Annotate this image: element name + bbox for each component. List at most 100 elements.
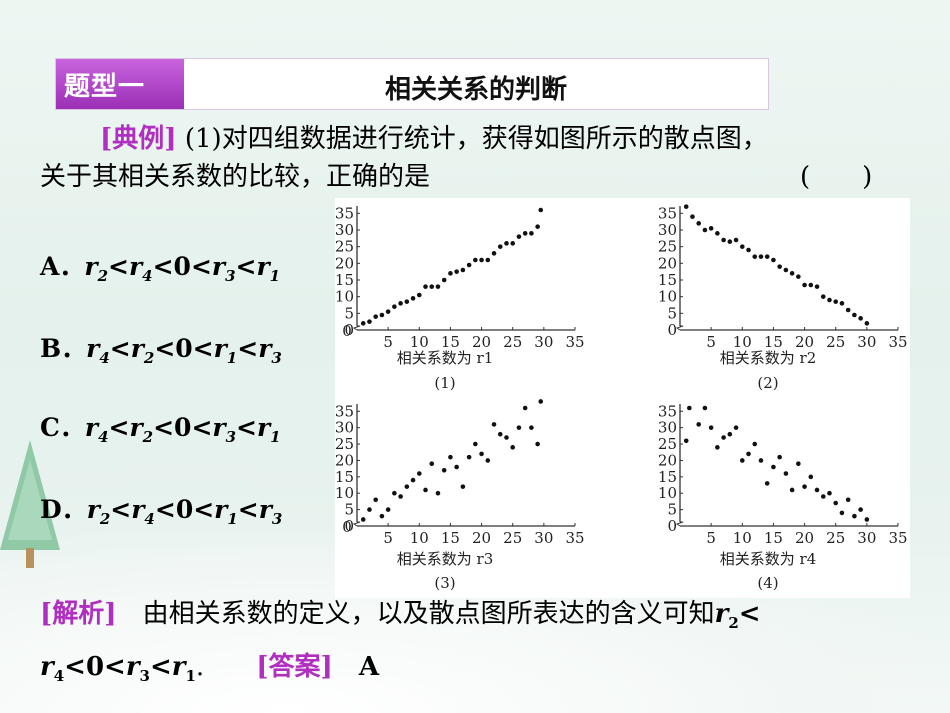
data-point-2 (690, 214, 695, 219)
data-point-2 (771, 257, 776, 263)
data-point-3 (398, 494, 403, 499)
data-point-4 (783, 471, 789, 476)
y-tick-label-3: 35 (335, 402, 354, 420)
data-point-2 (733, 237, 739, 243)
data-point-4 (796, 461, 801, 467)
data-point-3 (379, 513, 385, 519)
answer-value: A (358, 652, 379, 683)
data-point-2 (858, 316, 863, 321)
data-point-3 (538, 399, 544, 404)
data-point-2 (827, 297, 832, 303)
data-point-2 (715, 231, 720, 236)
option-d[interactable]: D．r2<r4<0<r1<r3 (40, 495, 283, 528)
scatter-figure: 0 5 10 15 20 25 30 35 5 10 15 20 25 30 35 0 相关系数为 r1 (1) 0… (335, 198, 910, 598)
data-point-1 (510, 241, 516, 246)
x-tick-label-1: 25 (503, 333, 522, 351)
data-point-1 (416, 292, 422, 298)
data-point-4 (789, 487, 795, 493)
x-tick-label-3: 20 (472, 529, 491, 547)
x-axis-label-2: 相关系数为 r2 (720, 349, 816, 367)
y-tick-label-1: 0 (344, 321, 354, 339)
data-point-2 (696, 221, 701, 226)
data-point-2 (764, 254, 770, 259)
panel-caption-3: (3) (434, 574, 455, 592)
data-point-2 (777, 264, 782, 269)
data-point-4 (827, 490, 832, 496)
x-tick-label-3: 10 (410, 529, 429, 547)
y-tick-label-1: 35 (335, 204, 354, 222)
option-b[interactable]: B．r4<r2<0<r1<r3 (40, 334, 282, 367)
data-point-2 (708, 226, 714, 231)
data-point-2 (783, 267, 789, 273)
data-point-2 (758, 254, 764, 259)
section-tag-label: 题型一 (64, 72, 146, 102)
section-title: 相关关系的判断 (384, 75, 567, 105)
data-point-1 (466, 262, 472, 268)
x-tick-label-1: 30 (534, 333, 553, 351)
y-tick-label-4: 30 (658, 419, 677, 437)
y-tick-label-1: 20 (335, 254, 354, 272)
analysis-tag: [解析] (40, 599, 117, 629)
data-point-4 (839, 510, 845, 516)
data-point-3 (429, 461, 435, 467)
data-point-2 (820, 294, 826, 299)
data-point-2 (833, 299, 839, 304)
data-point-4 (758, 458, 764, 463)
data-point-1 (516, 234, 522, 239)
data-point-4 (764, 481, 770, 486)
y-tick-label-2: 5 (667, 304, 677, 322)
data-point-3 (423, 487, 428, 493)
x-tick-label-4: 30 (857, 529, 876, 547)
data-point-3 (516, 425, 522, 430)
x-tick-label-2: 25 (826, 333, 845, 351)
data-point-3 (497, 431, 503, 437)
data-point-3 (529, 425, 534, 430)
x-tick-label-2: 35 (888, 333, 907, 351)
y-tick-label-2: 10 (658, 288, 677, 306)
data-point-1 (529, 231, 534, 236)
data-point-1 (367, 319, 372, 324)
data-point-1 (410, 296, 416, 301)
data-point-4 (808, 474, 814, 480)
axis-break-1 (352, 325, 361, 331)
y-tick-label-1: 10 (335, 288, 354, 306)
option-c[interactable]: C．r4<r2<0<r3<r1 (40, 413, 281, 446)
option-a[interactable]: A．r2<r4<0<r3<r1 (40, 252, 281, 285)
data-point-1 (398, 301, 403, 306)
question-text-2: 关于其相关系数的比较，正确的是 (40, 162, 431, 192)
question-text-1: (1)对四组数据进行统计，获得如图所示的散点图， (184, 124, 768, 154)
y-tick-label-3: 5 (344, 501, 354, 519)
data-point-2 (727, 239, 733, 244)
x-axis-label-3: 相关系数为 r3 (397, 550, 493, 568)
data-point-4 (814, 487, 820, 493)
data-point-3 (441, 467, 447, 473)
data-point-2 (802, 282, 807, 288)
data-point-3 (485, 458, 491, 463)
example-tag: [典例] (100, 124, 177, 154)
x-origin-label-1: 0 (342, 322, 352, 340)
data-point-2 (702, 227, 708, 233)
data-point-2 (739, 244, 745, 249)
data-point-2 (789, 271, 795, 276)
data-point-3 (360, 517, 366, 522)
x-tick-label-3: 30 (534, 529, 553, 547)
data-point-3 (510, 445, 516, 450)
data-point-3 (416, 471, 422, 476)
data-point-1 (423, 284, 428, 289)
data-point-2 (746, 247, 751, 253)
x-tick-label-1: 20 (472, 333, 491, 351)
x-tick-label-4: 5 (706, 529, 716, 547)
section-tag: 题型一 (56, 59, 184, 109)
data-point-3 (404, 484, 410, 489)
data-point-1 (441, 277, 447, 283)
y-tick-label-2: 15 (658, 271, 677, 289)
data-point-3 (435, 490, 441, 496)
y-tick-label-1: 25 (335, 238, 354, 256)
data-point-3 (535, 441, 540, 447)
x-tick-label-3: 35 (565, 529, 584, 547)
data-point-1 (392, 304, 397, 309)
data-point-1 (479, 257, 484, 263)
x-tick-label-2: 30 (857, 333, 876, 351)
data-point-1 (373, 314, 378, 319)
data-point-4 (739, 458, 745, 463)
